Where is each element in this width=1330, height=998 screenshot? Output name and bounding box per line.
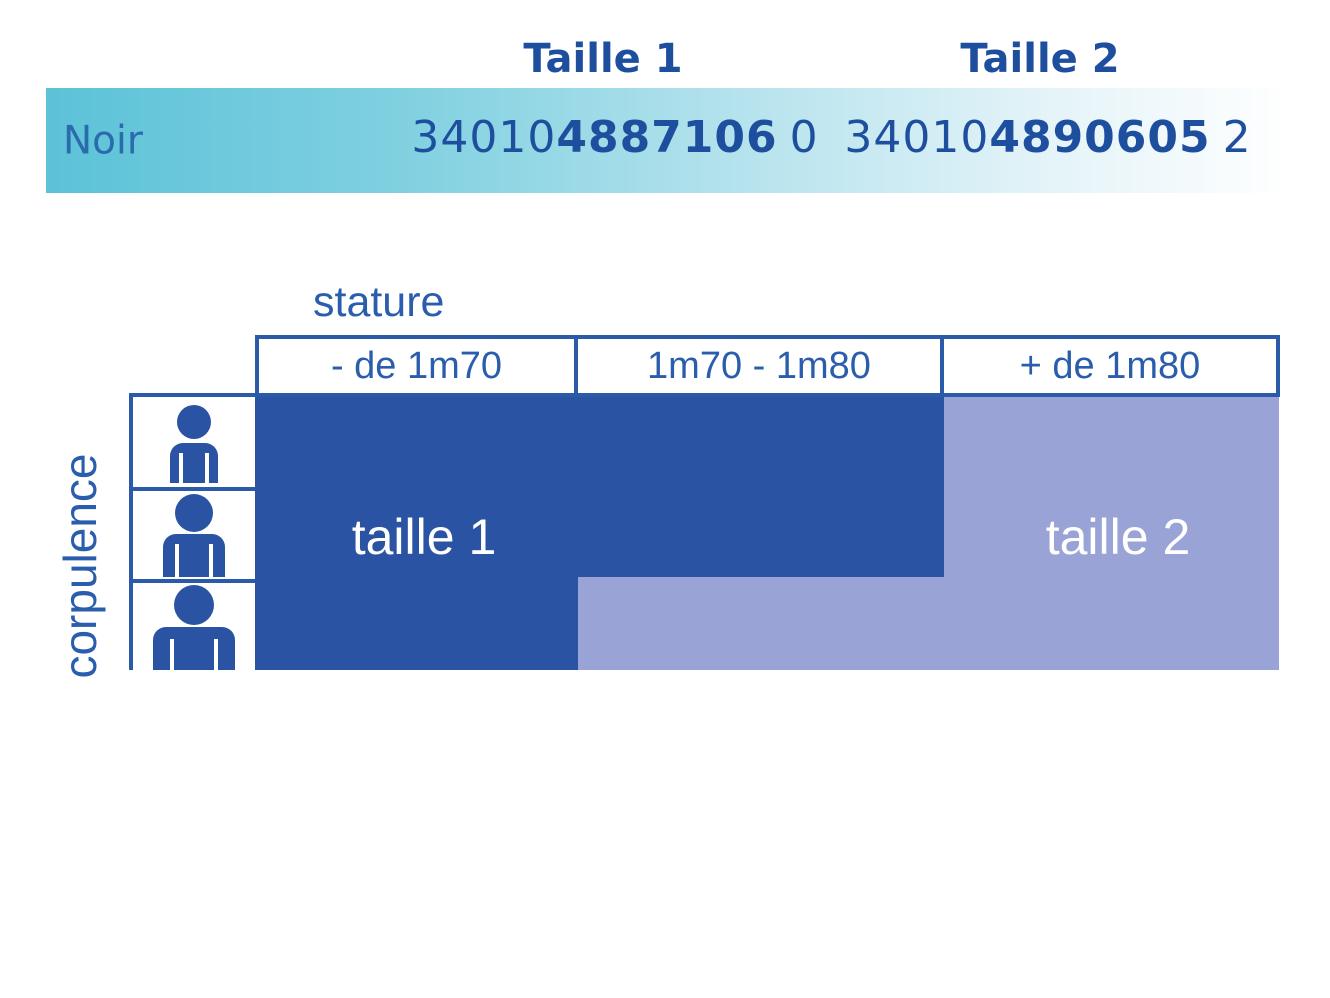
corpulence-icon-column bbox=[129, 393, 255, 670]
code-check-digit: 2 bbox=[1222, 112, 1252, 163]
person-head bbox=[177, 405, 211, 439]
size-column-header-taille-2: Taille 2 bbox=[960, 36, 1120, 82]
stature-axis-label: stature bbox=[313, 278, 445, 326]
code-main: 4887106 bbox=[556, 112, 778, 163]
color-name-label: Noir bbox=[63, 118, 143, 163]
size-region-label-taille-2: taille 2 bbox=[1045, 509, 1191, 565]
corpulence-row-medium bbox=[133, 491, 255, 583]
size-region-taille-2-upper bbox=[944, 397, 1279, 577]
person-slim-icon bbox=[170, 397, 218, 487]
corpulence-row-large bbox=[133, 583, 255, 670]
size-region-label-taille-1: taille 1 bbox=[351, 509, 497, 565]
stature-column-header-1: - de 1m70 bbox=[259, 339, 578, 393]
stature-column-header-2: 1m70 - 1m80 bbox=[578, 339, 944, 393]
corpulence-axis-label: corpulence bbox=[54, 453, 106, 679]
product-code-taille-2: 340104890605 2 bbox=[844, 112, 1251, 163]
person-torso bbox=[170, 443, 218, 483]
code-prefix: 34010 bbox=[844, 112, 990, 163]
size-region-taille-1-upper bbox=[255, 397, 944, 577]
size-column-header-taille-1: Taille 1 bbox=[523, 36, 683, 82]
person-head bbox=[174, 585, 214, 625]
product-code-taille-1: 340104887106 0 bbox=[411, 112, 818, 163]
person-large-icon bbox=[153, 583, 235, 670]
code-prefix: 34010 bbox=[411, 112, 557, 163]
corpulence-row-slim bbox=[133, 397, 255, 491]
person-torso bbox=[153, 627, 235, 670]
size-region-taille-2-lower bbox=[578, 577, 1279, 670]
person-head bbox=[175, 494, 213, 532]
person-medium-icon bbox=[163, 491, 225, 579]
stature-column-header-3: + de 1m80 bbox=[1019, 344, 1201, 387]
code-check-digit: 0 bbox=[789, 112, 819, 163]
color-row-banner: Noir bbox=[46, 88, 1290, 193]
code-main: 4890605 bbox=[989, 112, 1211, 163]
person-torso bbox=[163, 534, 225, 577]
stature-header-row: - de 1m70 1m70 - 1m80 + de 1m80 bbox=[255, 335, 1280, 397]
size-region-taille-1-lower bbox=[255, 577, 578, 670]
